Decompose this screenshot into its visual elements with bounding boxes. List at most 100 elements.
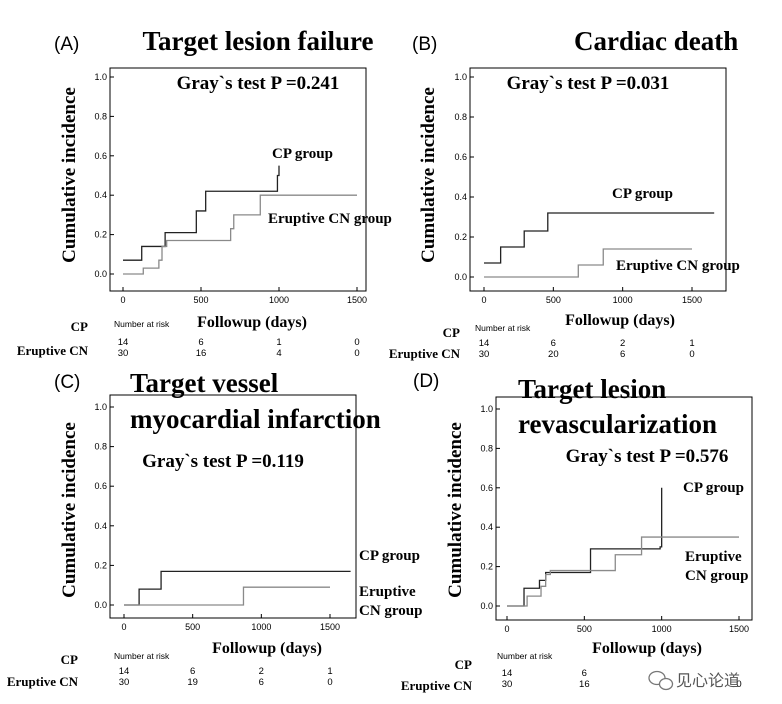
x-axis-label: Followup (days) [197, 314, 307, 331]
risk-count: 30 [502, 679, 513, 690]
risk-count: 30 [119, 677, 130, 688]
y-tick-label: 0.4 [454, 192, 467, 202]
y-tick-label: 0.4 [94, 521, 107, 531]
x-tick-label: 1000 [613, 295, 633, 305]
y-tick-label: 0.0 [94, 269, 107, 279]
risk-count: 6 [582, 668, 587, 679]
x-tick-label: 1500 [320, 622, 340, 632]
cp-group-curve [484, 212, 715, 264]
risk-row-name: Eruptive CN [401, 678, 473, 693]
cp-group-label: CP group [359, 548, 420, 564]
panel-1: (A) Target lesion failure Gray`s test P =0… [17, 26, 392, 359]
risk-count: 14 [502, 668, 513, 679]
x-tick-label: 500 [577, 624, 592, 634]
y-axis-label: Cumulative incidence [445, 422, 466, 598]
chart-title: Cardiac death [574, 26, 738, 56]
cp-group-curve [507, 487, 663, 607]
risk-count: 14 [119, 666, 130, 677]
x-tick-label: 1000 [251, 622, 271, 632]
panel-3: (C) Target vessel myocardial infarction Gra… [7, 368, 423, 689]
panel-letter: (D) [413, 371, 439, 392]
risk-row-name: Eruptive CN [389, 346, 461, 361]
risk-count: 0 [354, 348, 359, 359]
eruptive-cn-group-curve [507, 536, 739, 607]
y-tick-label: 0.0 [94, 600, 107, 610]
x-tick-label: 500 [193, 295, 208, 305]
x-tick-label: 0 [504, 624, 509, 634]
risk-count: 6 [190, 666, 195, 677]
risk-row-name: CP [71, 319, 88, 334]
risk-count: 6 [620, 349, 625, 360]
risk-count: 0 [736, 679, 741, 690]
eruptive-cn-group-curve [124, 586, 330, 606]
risk-count: 1 [689, 338, 694, 349]
risk-row-name: Eruptive CN [7, 674, 79, 689]
risk-row-name: CP [443, 325, 460, 340]
cp-group-curve [124, 570, 351, 606]
risk-count: 0 [327, 677, 332, 688]
gray-test-annotation: Gray`s test P =0.241 [177, 73, 340, 94]
x-tick-label: 1000 [652, 624, 672, 634]
chart-title: revascularization [518, 409, 717, 439]
x-tick-label: 500 [546, 295, 561, 305]
risk-count: 16 [196, 348, 207, 359]
risk-count: 20 [548, 349, 559, 360]
watermark: 见心论道 [648, 670, 740, 691]
y-tick-label: 0.4 [480, 522, 493, 532]
risk-count: 0 [689, 349, 694, 360]
x-tick-label: 0 [120, 295, 125, 305]
cp-group-label: CP group [683, 480, 744, 496]
x-tick-label: 0 [481, 295, 486, 305]
y-tick-label: 0.0 [480, 601, 493, 611]
cp-group-label: CP group [272, 146, 333, 162]
risk-count: 6 [198, 337, 203, 348]
chart-title: Target lesion failure [143, 26, 374, 56]
risk-table-header: Number at risk [475, 323, 531, 333]
risk-count: 14 [118, 337, 129, 348]
risk-row-name: Eruptive CN [17, 343, 89, 358]
y-tick-label: 0.8 [454, 112, 467, 122]
plot-frame [469, 67, 727, 292]
chart-title: Target vessel [130, 368, 279, 398]
panel-letter: (C) [54, 372, 80, 393]
risk-row-name: CP [61, 652, 78, 667]
eruptive-cn-group-label: CN group [359, 603, 423, 619]
y-tick-label: 0.0 [454, 272, 467, 282]
cp-group-curve [123, 165, 280, 261]
y-tick-label: 0.6 [480, 483, 493, 493]
eruptive-cn-group-label: Eruptive [359, 584, 416, 600]
y-tick-label: 0.4 [94, 190, 107, 200]
eruptive-cn-group-label: Eruptive CN group [268, 211, 392, 227]
y-tick-label: 0.2 [480, 562, 493, 572]
gray-test-annotation: Gray`s test P =0.576 [566, 446, 729, 467]
risk-count: 19 [187, 677, 198, 688]
watermark-text: 见心论道 [676, 671, 740, 690]
x-tick-label: 0 [121, 622, 126, 632]
cp-group-label: CP group [612, 186, 673, 202]
risk-count: 30 [118, 348, 129, 359]
risk-table-header: Number at risk [497, 651, 553, 661]
y-tick-label: 0.8 [94, 442, 107, 452]
eruptive-cn-group-label: Eruptive CN group [616, 258, 740, 274]
risk-row-name: CP [455, 657, 472, 672]
risk-count: 30 [479, 349, 490, 360]
y-tick-label: 1.0 [480, 404, 493, 414]
y-tick-label: 0.2 [454, 232, 467, 242]
risk-table-header: Number at risk [114, 651, 170, 661]
x-axis-label: Followup (days) [212, 640, 322, 657]
risk-count: 0 [354, 337, 359, 348]
panel-2: (B) Cardiac death Gray`s test P =0.031 0.0 0… [389, 26, 740, 361]
x-tick-label: 500 [185, 622, 200, 632]
y-tick-label: 1.0 [94, 402, 107, 412]
eruptive-cn-group-curve [123, 194, 357, 275]
panel-letter: (A) [54, 34, 79, 55]
risk-count: 6 [259, 677, 264, 688]
risk-count: 4 [276, 348, 281, 359]
risk-count: 2 [259, 666, 264, 677]
panel-4: (D) Target lesion revascularization Gray`s … [401, 371, 753, 693]
panel-letter: (B) [412, 34, 437, 55]
chart-title: Target lesion [518, 374, 666, 404]
eruptive-cn-group-curve [484, 248, 692, 278]
plot-frame [109, 67, 367, 292]
